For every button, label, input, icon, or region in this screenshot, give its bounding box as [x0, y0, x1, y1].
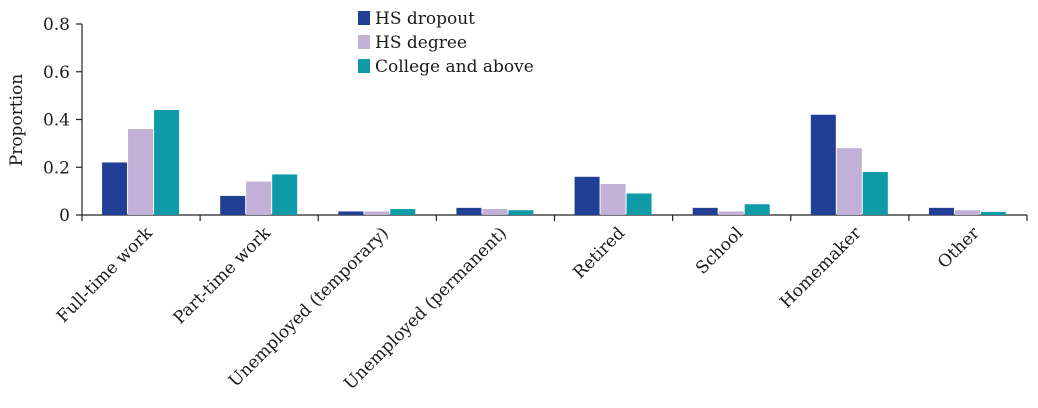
bar [718, 211, 744, 215]
y-axis-title: Proportion [7, 74, 27, 167]
y-tick-label: 0 [59, 206, 70, 226]
category-label: Full-time work [53, 223, 157, 327]
bar [744, 204, 770, 215]
bar [482, 209, 508, 215]
legend-label: College and above [375, 57, 534, 77]
bar [574, 176, 600, 215]
y-tick-label: 0.2 [43, 158, 70, 178]
legend-swatch [358, 11, 370, 25]
category-label: Part-time work [170, 223, 276, 329]
bar [390, 209, 416, 215]
category-label: Other [934, 223, 984, 273]
legend-swatch [358, 35, 370, 49]
category-label: Retired [570, 223, 630, 283]
bars [102, 109, 1006, 215]
bar [980, 211, 1006, 215]
bar [954, 210, 980, 215]
category-label: School [692, 223, 747, 278]
bar [154, 109, 180, 215]
x-axis-ticks [81, 215, 1028, 221]
bar [836, 148, 862, 215]
bar [338, 211, 364, 215]
bar [810, 114, 836, 215]
bar [600, 183, 626, 215]
bar [364, 211, 390, 215]
bar [692, 207, 718, 215]
bar [102, 162, 128, 215]
y-axis-ticks: 0 0.2 0.4 0.6 0.8 [43, 15, 82, 226]
bar [220, 195, 246, 215]
bar [626, 193, 652, 215]
legend-label: HS degree [375, 33, 467, 53]
bar [272, 174, 298, 215]
y-tick-label: 0.8 [43, 15, 70, 35]
bar [246, 181, 272, 215]
y-tick-label: 0.4 [43, 111, 70, 131]
y-tick-label: 0.6 [43, 63, 70, 83]
bar [928, 207, 954, 215]
legend-label: HS dropout [375, 9, 475, 29]
bar [862, 172, 888, 215]
category-label: Homemaker [776, 223, 866, 313]
legend: HS dropout HS degree College and above [358, 9, 534, 77]
bar [508, 210, 534, 215]
bar [456, 207, 482, 215]
bar [128, 129, 154, 215]
legend-swatch [358, 59, 370, 73]
